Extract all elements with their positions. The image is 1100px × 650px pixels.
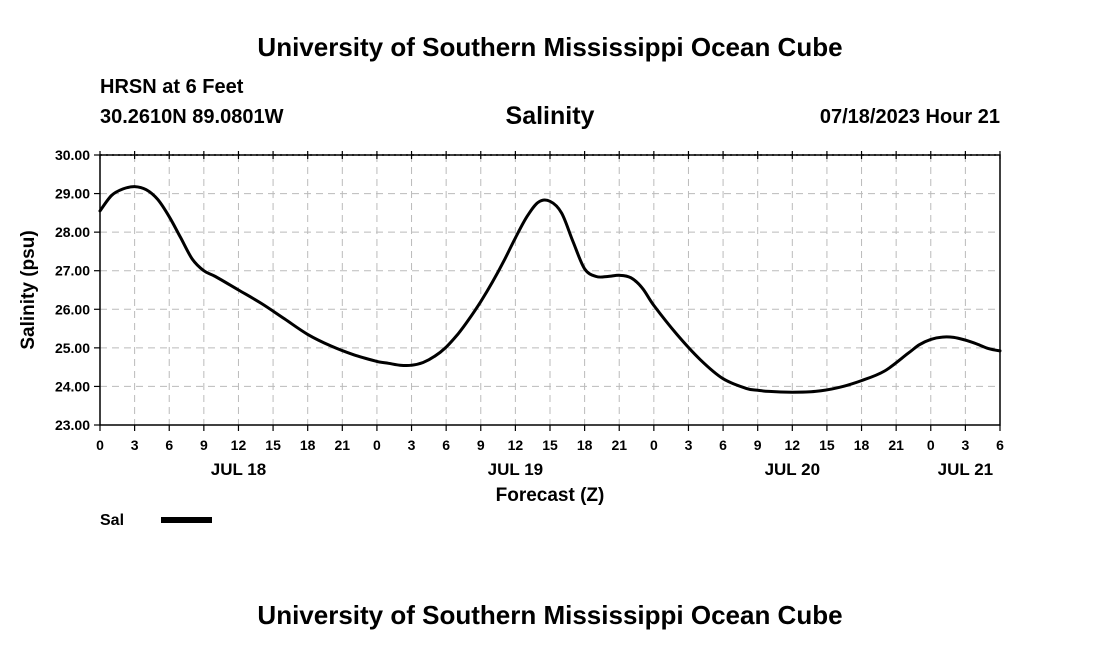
x-tick-label: 9	[754, 437, 762, 453]
date-labels: JUL 18 JUL 19 JUL 20 JUL 21	[211, 460, 993, 479]
y-axis-label: Salinity (psu)	[18, 230, 39, 349]
x-tick-label: 12	[785, 437, 801, 453]
legend-label: Sal	[100, 512, 124, 529]
x-tick-label: 0	[927, 437, 935, 453]
series-line-sal	[98, 185, 1002, 394]
y-tick-label: 29.00	[55, 186, 90, 202]
x-tick-label: 12	[508, 437, 524, 453]
x-tick-label: 6	[719, 437, 727, 453]
station-label: HRSN at 6 Feet	[100, 76, 244, 98]
x-tick-label: 12	[231, 437, 247, 453]
coordinates-label: 30.2610N 89.0801W	[100, 106, 284, 128]
x-tick-labels: 0 3 6 9 12 15 18 21 0 3 6 9 12 15 18 21 0 3 6 9 12 15 18 21 0 3 6	[96, 437, 1004, 453]
date-label: JUL 18	[211, 460, 266, 479]
y-tick-label: 26.00	[55, 301, 90, 317]
x-tick-label: 21	[611, 437, 627, 453]
top-title: University of Southern Mississippi Ocean…	[257, 32, 843, 62]
x-tick-label: 6	[442, 437, 450, 453]
series-layer	[98, 185, 1002, 394]
x-tick-label: 18	[854, 437, 870, 453]
x-tick-label: 15	[542, 437, 558, 453]
chart-title: Salinity	[506, 102, 595, 130]
y-tick-label: 25.00	[55, 340, 90, 356]
y-tick-label: 30.00	[55, 147, 90, 163]
x-tick-label: 3	[685, 437, 693, 453]
x-tick-label: 18	[577, 437, 593, 453]
date-label: JUL 19	[488, 460, 543, 479]
y-tick-label: 23.00	[55, 417, 90, 433]
y-tick-label: 27.00	[55, 263, 90, 279]
x-tick-label: 0	[96, 437, 104, 453]
x-tick-label: 0	[373, 437, 381, 453]
y-tick-label: 24.00	[55, 378, 90, 394]
x-axis-label: Forecast (Z)	[496, 485, 605, 506]
x-tick-label: 3	[131, 437, 139, 453]
bottom-title: University of Southern Mississippi Ocean…	[257, 600, 843, 630]
x-tick-label: 9	[200, 437, 208, 453]
x-tick-label: 21	[335, 437, 351, 453]
x-tick-label: 6	[165, 437, 173, 453]
x-tick-label: 15	[819, 437, 835, 453]
x-tick-label: 0	[650, 437, 658, 453]
plot-frame	[99, 154, 1001, 426]
date-label: JUL 20	[765, 460, 820, 479]
x-tick-label: 3	[961, 437, 969, 453]
x-tick-label: 21	[888, 437, 904, 453]
date-label: JUL 21	[938, 460, 993, 479]
x-tick-label: 6	[996, 437, 1004, 453]
x-tick-label: 9	[477, 437, 485, 453]
x-tick-label: 15	[265, 437, 281, 453]
date-hour-label: 07/18/2023 Hour 21	[819, 106, 1000, 128]
x-tick-label: 18	[300, 437, 316, 453]
y-tick-label: 28.00	[55, 224, 90, 240]
axis-ticks	[94, 151, 1001, 431]
x-tick-label: 3	[408, 437, 416, 453]
grid-lines	[100, 154, 1000, 425]
y-tick-labels: 23.00 24.00 25.00 26.00 27.00 28.00 29.00 30.00	[55, 147, 90, 433]
